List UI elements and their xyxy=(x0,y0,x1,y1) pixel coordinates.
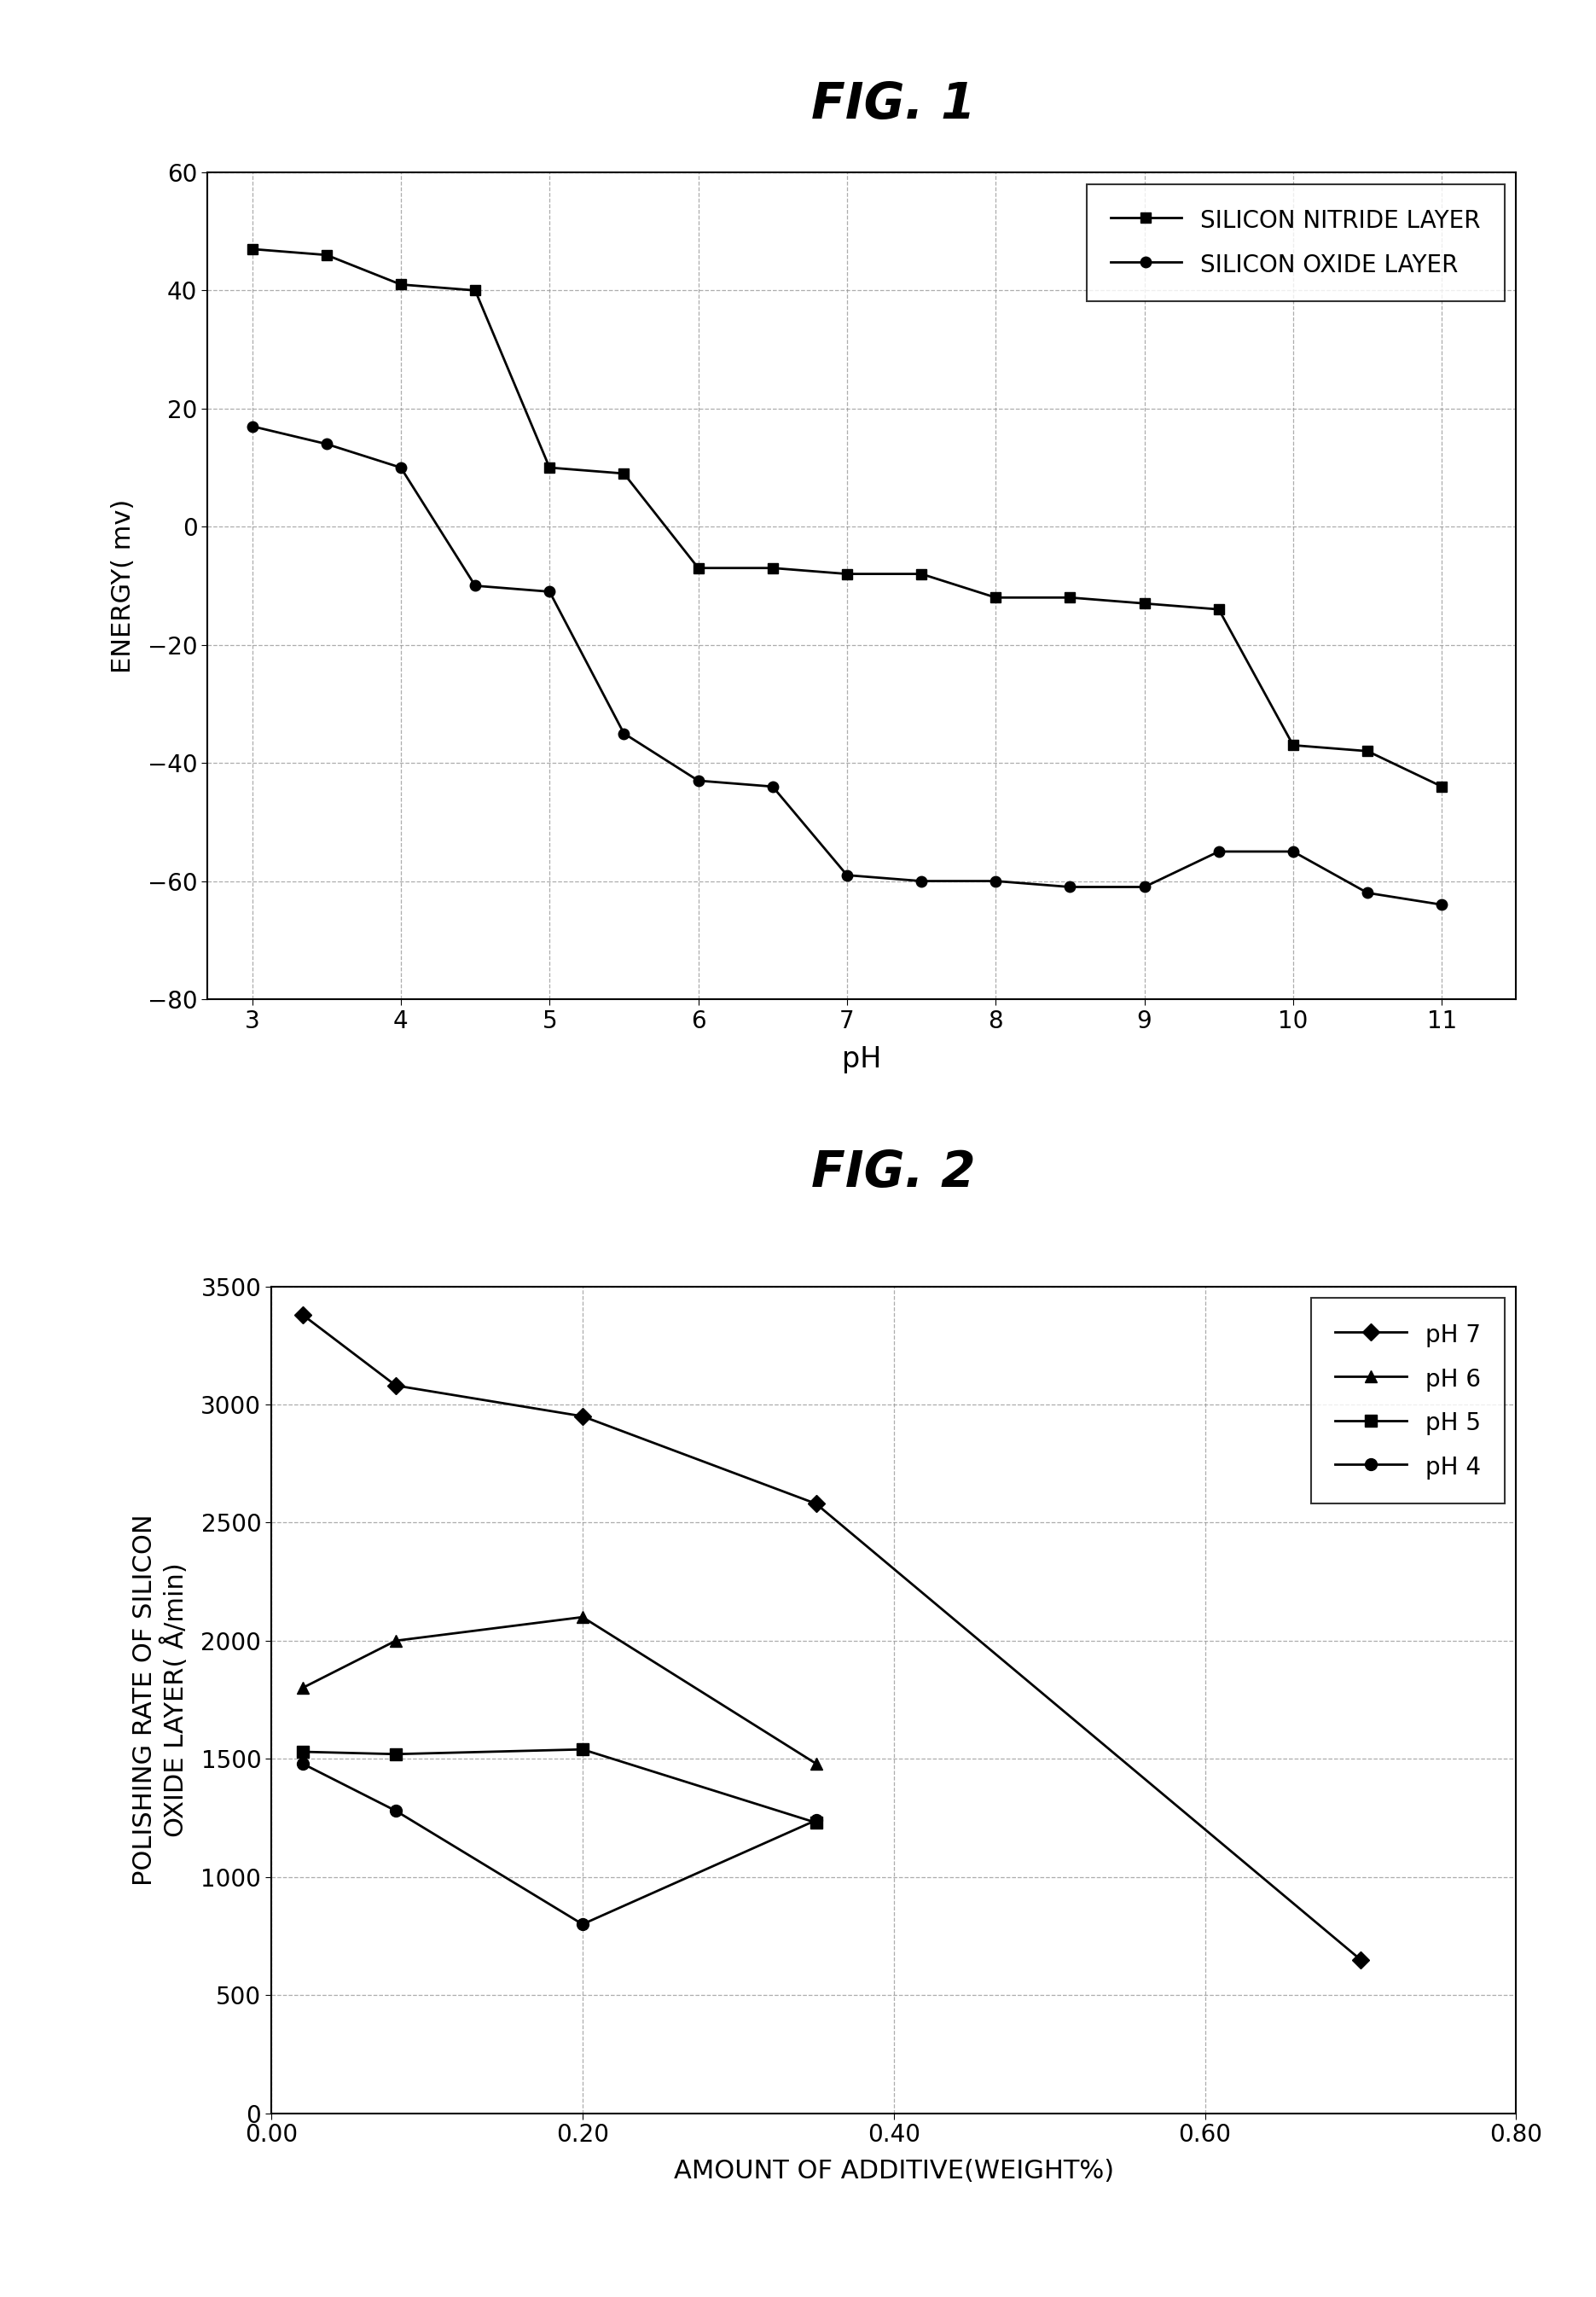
pH 6 xyxy=(573,1603,592,1631)
pH 4 xyxy=(806,1805,825,1833)
SILICON NITRIDE LAYER xyxy=(1283,730,1302,758)
SILICON NITRIDE LAYER xyxy=(391,271,410,299)
SILICON OXIDE LAYER xyxy=(838,861,857,889)
Y-axis label: POLISHING RATE OF SILICON
OXIDE LAYER( Å/min): POLISHING RATE OF SILICON OXIDE LAYER( Å… xyxy=(132,1514,188,1886)
SILICON NITRIDE LAYER xyxy=(243,234,262,262)
SILICON OXIDE LAYER xyxy=(614,719,634,747)
SILICON NITRIDE LAYER xyxy=(838,560,857,588)
Line: SILICON OXIDE LAYER: SILICON OXIDE LAYER xyxy=(247,420,1448,910)
pH 5 xyxy=(573,1737,592,1764)
pH 7 xyxy=(806,1491,825,1518)
pH 5 xyxy=(806,1808,825,1835)
pH 7 xyxy=(294,1300,313,1328)
SILICON NITRIDE LAYER xyxy=(911,560,930,588)
Text: FIG. 2: FIG. 2 xyxy=(812,1148,975,1197)
SILICON OXIDE LAYER xyxy=(539,579,559,606)
SILICON OXIDE LAYER xyxy=(466,572,485,600)
SILICON NITRIDE LAYER xyxy=(1432,772,1451,799)
pH 7 xyxy=(1350,1946,1369,1973)
SILICON OXIDE LAYER xyxy=(1210,838,1229,866)
Legend: pH 7, pH 6, pH 5, pH 4: pH 7, pH 6, pH 5, pH 4 xyxy=(1312,1298,1505,1505)
SILICON NITRIDE LAYER xyxy=(318,241,337,269)
X-axis label: AMOUNT OF ADDITIVE(WEIGHT%): AMOUNT OF ADDITIVE(WEIGHT%) xyxy=(674,2159,1114,2184)
Line: pH 7: pH 7 xyxy=(297,1309,1366,1966)
Line: pH 4: pH 4 xyxy=(297,1757,822,1929)
pH 7 xyxy=(573,1403,592,1431)
X-axis label: pH: pH xyxy=(843,1045,881,1073)
SILICON NITRIDE LAYER xyxy=(1210,595,1229,622)
pH 5 xyxy=(386,1741,405,1769)
pH 6 xyxy=(386,1626,405,1654)
SILICON OXIDE LAYER xyxy=(1358,880,1377,907)
SILICON NITRIDE LAYER xyxy=(688,554,707,581)
SILICON OXIDE LAYER xyxy=(1283,838,1302,866)
SILICON OXIDE LAYER xyxy=(986,868,1005,896)
SILICON NITRIDE LAYER xyxy=(466,276,485,303)
pH 4 xyxy=(294,1750,313,1778)
SILICON OXIDE LAYER xyxy=(911,868,930,896)
Text: FIG. 1: FIG. 1 xyxy=(812,80,975,129)
SILICON OXIDE LAYER xyxy=(1135,873,1154,900)
pH 6 xyxy=(294,1675,313,1702)
Line: SILICON NITRIDE LAYER: SILICON NITRIDE LAYER xyxy=(247,243,1448,792)
SILICON OXIDE LAYER xyxy=(1060,873,1079,900)
SILICON OXIDE LAYER xyxy=(763,772,782,799)
pH 4 xyxy=(386,1796,405,1824)
SILICON NITRIDE LAYER xyxy=(614,459,634,487)
SILICON OXIDE LAYER xyxy=(318,430,337,457)
SILICON OXIDE LAYER xyxy=(243,413,262,441)
pH 5 xyxy=(294,1739,313,1766)
SILICON NITRIDE LAYER xyxy=(1358,737,1377,765)
SILICON NITRIDE LAYER xyxy=(1135,590,1154,618)
Line: pH 5: pH 5 xyxy=(297,1743,822,1828)
SILICON OXIDE LAYER xyxy=(688,767,707,795)
pH 7 xyxy=(386,1371,405,1399)
Line: pH 6: pH 6 xyxy=(297,1610,822,1769)
SILICON NITRIDE LAYER xyxy=(986,583,1005,611)
SILICON OXIDE LAYER xyxy=(391,455,410,482)
SILICON OXIDE LAYER xyxy=(1432,891,1451,919)
SILICON NITRIDE LAYER xyxy=(1060,583,1079,611)
Y-axis label: ENERGY( mv): ENERGY( mv) xyxy=(110,498,136,673)
SILICON NITRIDE LAYER xyxy=(539,455,559,482)
SILICON NITRIDE LAYER xyxy=(763,554,782,581)
Legend: SILICON NITRIDE LAYER, SILICON OXIDE LAYER: SILICON NITRIDE LAYER, SILICON OXIDE LAY… xyxy=(1087,184,1505,301)
pH 6 xyxy=(806,1750,825,1778)
pH 4 xyxy=(573,1911,592,1939)
